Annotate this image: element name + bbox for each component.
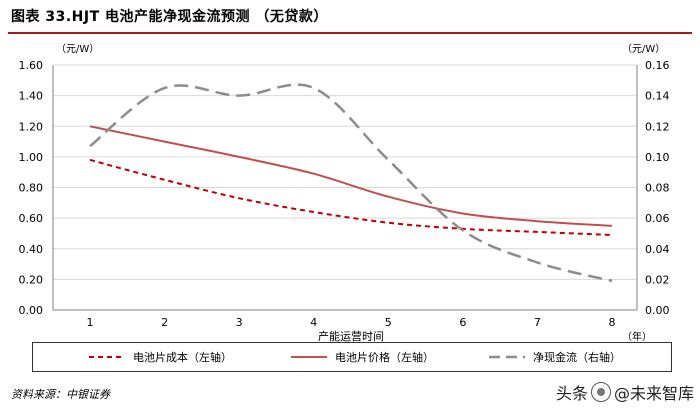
y-right-tick-label: 0.04 [645, 243, 670, 256]
series-line-cost [89, 158, 613, 236]
watermark-name: @未来智库 [613, 384, 694, 403]
legend-item-cost: 电池片成本（左轴） [89, 349, 232, 365]
y-right-tick-label: 0.14 [645, 90, 670, 103]
series-line-cashflow [89, 83, 613, 283]
x-tick-label: 6 [459, 316, 466, 329]
y-right-tick-label: 0.08 [645, 182, 670, 195]
chart-title: 图表 33.HJT 电池产能净现金流预测 （无贷款） [11, 9, 328, 25]
x-tick-label: 3 [236, 316, 243, 329]
y-right-tick-label: 0.12 [645, 120, 670, 133]
right-axis-unit: （元/W） [622, 44, 666, 55]
watermark-prefix: 头条 [555, 384, 588, 403]
x-tick-label: 7 [534, 316, 541, 329]
y-left-tick-label: 1.60 [19, 59, 44, 72]
tick-labels: 0.00 0.20 0.40 0.60 0.80 1.00 1.20 1.40 1.60 0.00… [19, 59, 670, 343]
x-tick-label: 5 [385, 316, 392, 329]
legend-label-cashflow: 净现金流（右轴） [533, 351, 621, 364]
y-left-tick-label: 1.20 [19, 120, 44, 133]
title-underline [8, 32, 692, 34]
y-left-tick-label: 1.00 [19, 151, 44, 164]
x-tick-label: 4 [310, 316, 317, 329]
y-right-tick-label: 0.10 [645, 151, 670, 164]
y-left-tick-label: 0.60 [19, 212, 44, 225]
y-left-tick-label: 0.20 [19, 273, 44, 286]
x-tick-label: 8 [609, 316, 616, 329]
y-left-tick-label: 0.40 [19, 243, 44, 256]
series-line-price [89, 125, 613, 227]
legend-item-price: 电池片价格（左轴） [291, 349, 434, 365]
legend-label-price: 电池片价格（左轴） [335, 351, 434, 364]
y-right-tick-label: 0.16 [645, 59, 670, 72]
x-axis-label: 产能运营时间 [318, 329, 384, 343]
legend-swatch-price [291, 356, 327, 358]
legend: 电池片成本（左轴） 电池片价格（左轴） 净现金流（右轴） [32, 342, 672, 372]
y-left-tick-label: 0.80 [19, 182, 44, 195]
legend-swatch-cost [89, 356, 125, 358]
y-right-tick-label: 0.02 [645, 273, 670, 286]
left-axis-unit: （元/W） [56, 44, 100, 55]
series-lines [89, 83, 613, 283]
legend-swatch-cashflow [489, 355, 525, 359]
y-right-tick-label: 0.06 [645, 212, 670, 225]
x-axis-unit: （年） [622, 330, 652, 343]
y-right-tick-label: 0.00 [645, 304, 670, 317]
title-bar: 图表 33.HJT 电池产能净现金流预测 （无贷款） [0, 0, 700, 34]
watermark-logo-icon [590, 382, 611, 402]
x-tick-label: 2 [161, 316, 168, 329]
axes [52, 65, 638, 311]
source-note: 资料来源：中银证券 [11, 388, 110, 401]
legend-item-cashflow: 净现金流（右轴） [489, 349, 621, 365]
watermark: 头条 @未来智库 [556, 380, 694, 404]
y-left-tick-label: 0.00 [19, 304, 44, 317]
legend-label-cost: 电池片成本（左轴） [133, 351, 232, 364]
y-left-tick-label: 1.40 [19, 90, 44, 103]
x-tick-label: 1 [87, 316, 94, 329]
line-chart: 0.00 0.20 0.40 0.60 0.80 1.00 1.20 1.40 1.60 0.00… [19, 59, 670, 343]
